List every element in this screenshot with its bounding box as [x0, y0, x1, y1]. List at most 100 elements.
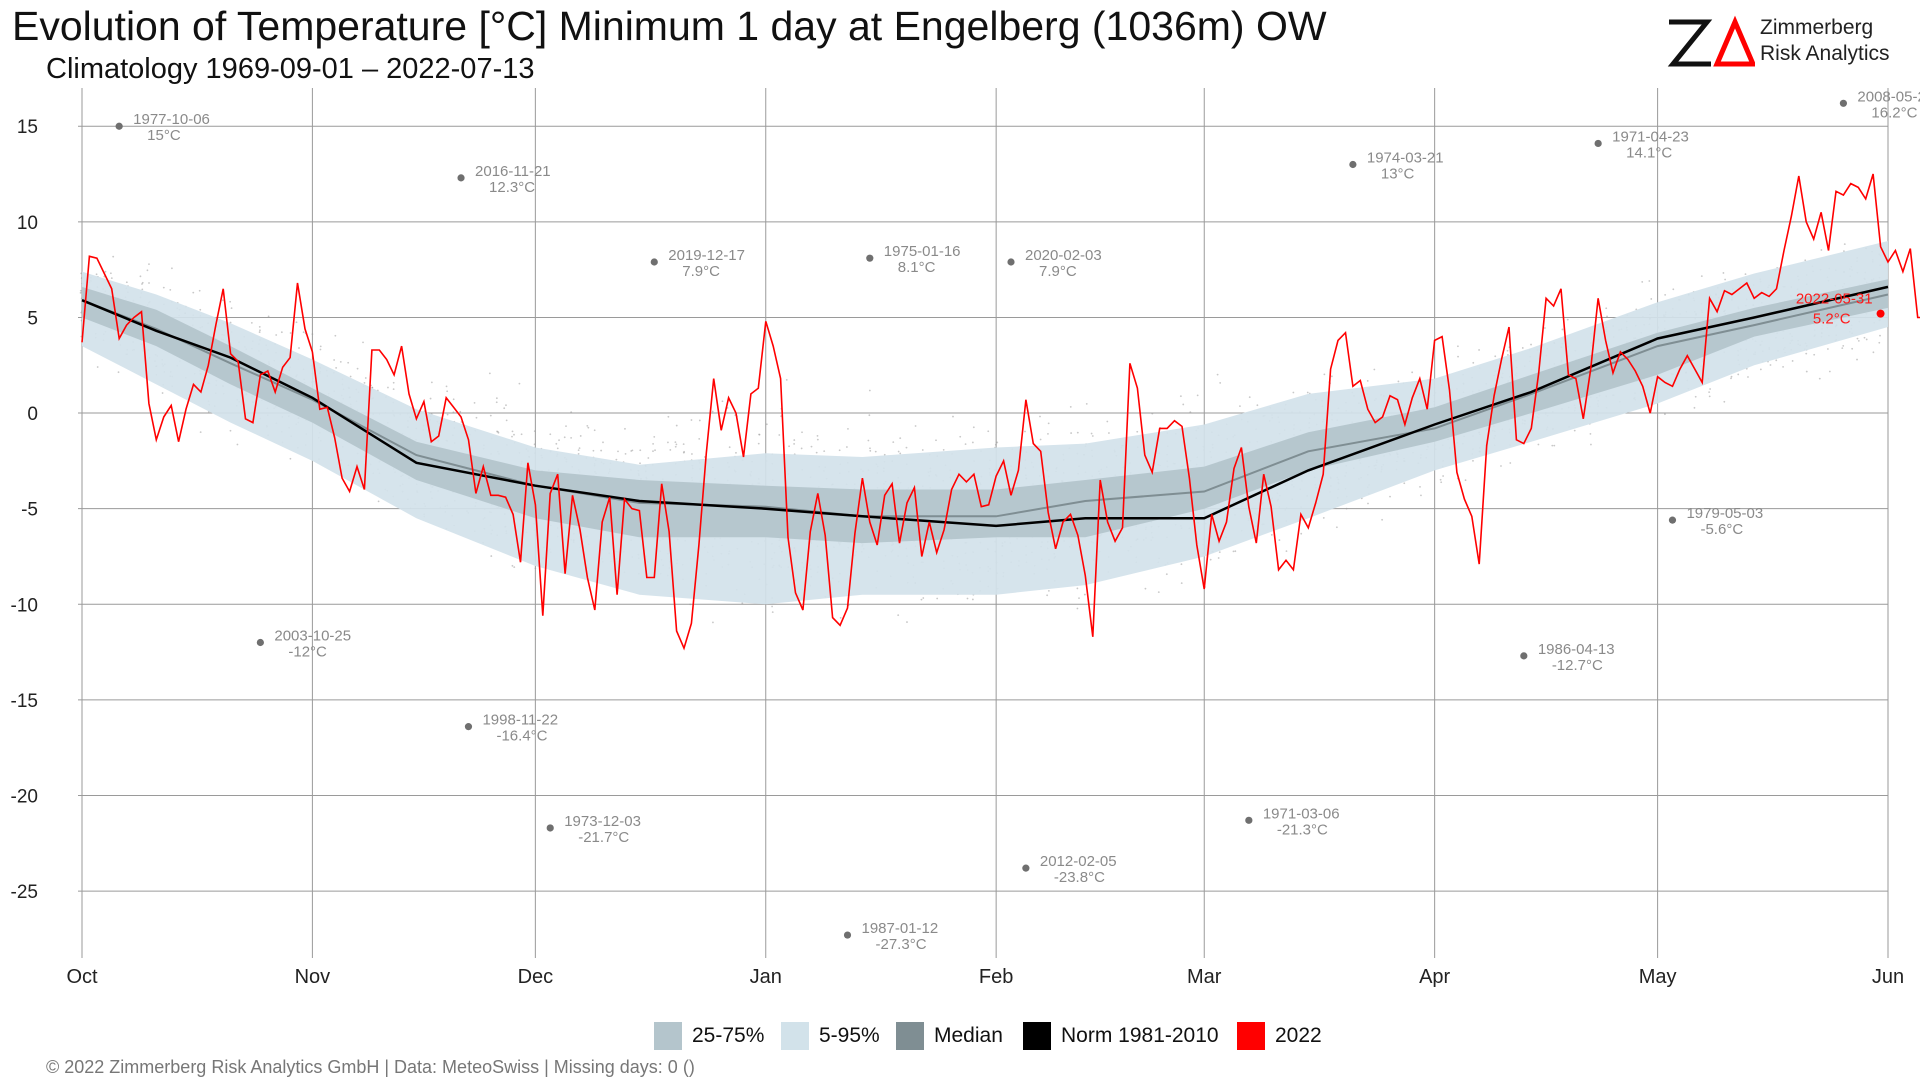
history-dot — [921, 449, 924, 451]
history-dot — [488, 372, 491, 375]
history-dot — [518, 382, 521, 385]
x-tick-label: Jan — [750, 966, 782, 988]
record-date: 1979-05-03 — [1686, 505, 1763, 522]
history-dot — [587, 426, 590, 429]
history-dot — [533, 430, 536, 433]
x-tick-label: Oct — [66, 966, 98, 988]
history-dot — [905, 446, 908, 449]
history-dot — [387, 386, 389, 389]
history-dot — [1804, 259, 1807, 262]
history-dot — [558, 439, 560, 442]
history-dot — [899, 437, 902, 440]
history-dot — [162, 286, 165, 289]
record-value: 14.1°C — [1626, 144, 1672, 161]
legend-swatch-median — [896, 1022, 924, 1050]
history-dot — [230, 307, 233, 309]
legend-item-25-75: 25-75% — [654, 1022, 764, 1050]
history-dot — [80, 311, 83, 314]
history-dot — [847, 427, 849, 430]
history-dot — [674, 445, 677, 448]
history-dot — [1165, 573, 1168, 576]
history-dot — [1300, 532, 1303, 535]
history-dot — [868, 414, 871, 417]
history-dot — [971, 441, 974, 444]
history-dot — [810, 445, 813, 448]
history-dot — [639, 462, 641, 465]
history-dot — [735, 451, 737, 454]
legend: 25-75% 5-95% Median Norm 1981-2010 2022 — [0, 1016, 1920, 1056]
history-dot — [259, 329, 261, 332]
y-tick-label: -20 — [11, 786, 38, 807]
history-dot — [258, 331, 261, 333]
history-dot — [771, 605, 773, 608]
history-dot — [1730, 377, 1732, 380]
history-dot — [1397, 380, 1400, 383]
history-dot — [1144, 587, 1147, 590]
history-dot — [1070, 432, 1073, 434]
history-dot — [570, 436, 573, 439]
history-dot — [1648, 280, 1651, 282]
record-value: 8.1°C — [898, 259, 936, 276]
history-dot — [1217, 557, 1220, 559]
history-dot — [765, 423, 768, 426]
history-dot — [667, 441, 669, 444]
history-dot — [675, 424, 678, 427]
history-dot — [1403, 482, 1406, 485]
history-dot — [1090, 432, 1093, 435]
history-dot — [148, 282, 150, 284]
history-dot — [1439, 478, 1442, 481]
history-dot — [1561, 328, 1564, 331]
record-value: -21.3°C — [1277, 821, 1328, 838]
history-dot — [691, 453, 693, 455]
history-dot — [897, 450, 900, 453]
history-dot — [1551, 444, 1554, 447]
y-tick-label: -25 — [11, 882, 38, 903]
record-point — [1007, 258, 1015, 266]
history-dot — [883, 453, 886, 456]
history-dot — [1335, 526, 1338, 529]
history-dot — [682, 451, 685, 454]
logo-text-line2: Risk Analytics — [1760, 42, 1890, 65]
history-dot — [1605, 307, 1608, 310]
history-dot — [1182, 403, 1185, 406]
history-dot — [906, 621, 908, 623]
record-point — [650, 258, 658, 266]
history-dot — [971, 598, 974, 601]
record-value: 7.9°C — [682, 263, 720, 280]
history-dot — [994, 443, 997, 446]
history-dot — [867, 439, 870, 442]
history-dot — [229, 300, 232, 303]
history-dot — [1047, 422, 1050, 425]
history-dot — [1039, 438, 1042, 441]
history-dot — [1106, 420, 1109, 423]
history-dot — [1709, 388, 1712, 390]
history-dot — [1209, 558, 1212, 561]
history-dot — [302, 331, 305, 334]
history-dot — [505, 404, 507, 407]
history-dot — [1664, 293, 1667, 296]
record-date: 1975-01-16 — [884, 243, 961, 260]
history-dot — [793, 443, 796, 445]
history-dot — [1506, 349, 1509, 352]
history-dot — [364, 377, 367, 379]
history-dot — [1219, 382, 1222, 384]
history-dot — [1024, 430, 1026, 433]
history-dot — [489, 414, 492, 417]
record-point — [546, 824, 554, 832]
history-dot — [141, 288, 144, 291]
history-dot — [1440, 481, 1443, 484]
history-dot — [1373, 368, 1376, 371]
history-dot — [1813, 353, 1816, 356]
history-dot — [1136, 430, 1139, 433]
record-date: 2008-05-26 — [1857, 88, 1920, 105]
history-dot — [1500, 465, 1502, 467]
history-dot — [1180, 563, 1183, 566]
history-dot — [311, 333, 314, 335]
history-dot — [1650, 298, 1653, 300]
history-dot — [1069, 405, 1072, 408]
record-point — [1668, 516, 1677, 524]
history-dot — [1196, 394, 1199, 397]
history-dot — [1322, 517, 1325, 519]
history-dot — [161, 392, 164, 394]
y-tick-label: -15 — [11, 691, 38, 712]
